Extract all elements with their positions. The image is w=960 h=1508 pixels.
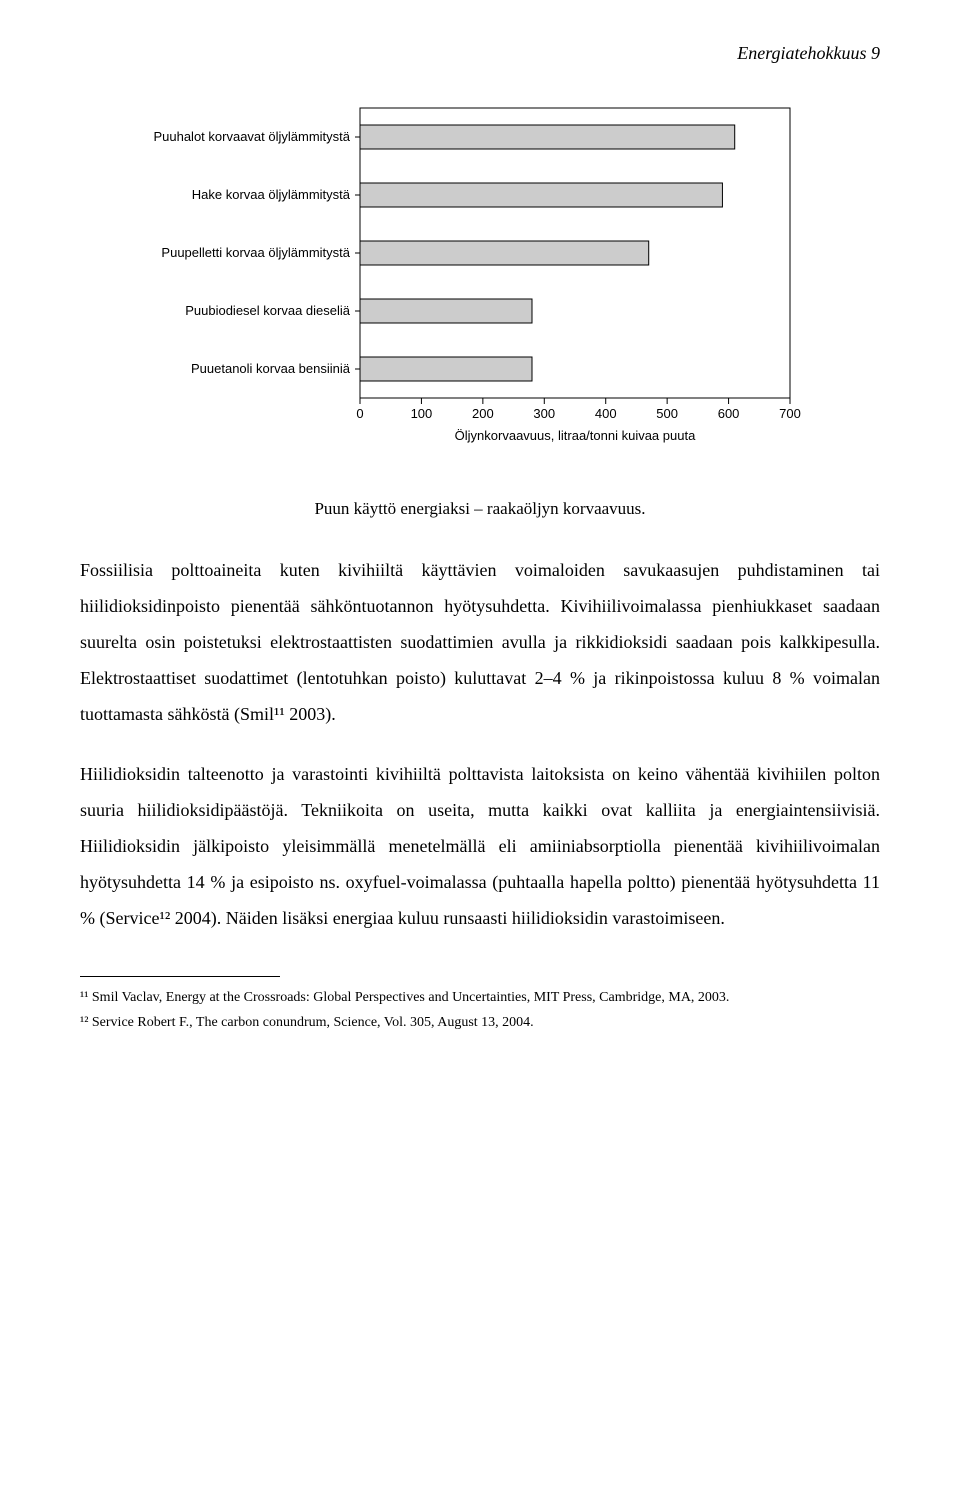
svg-text:Puuetanoli korvaa bensiiniä: Puuetanoli korvaa bensiiniä: [191, 361, 351, 376]
header-text: Energiatehokkuus 9: [737, 43, 880, 63]
footnote-11: ¹¹ Smil Vaclav, Energy at the Crossroads…: [80, 987, 880, 1008]
footnote-separator: [80, 976, 280, 977]
svg-text:0: 0: [356, 406, 363, 421]
svg-text:400: 400: [595, 406, 617, 421]
svg-text:Puupelletti korvaa öljylämmity: Puupelletti korvaa öljylämmitystä: [161, 245, 350, 260]
svg-text:Hake korvaa öljylämmitystä: Hake korvaa öljylämmitystä: [192, 187, 351, 202]
svg-text:500: 500: [656, 406, 678, 421]
svg-text:200: 200: [472, 406, 494, 421]
chart-caption: Puun käyttö energiaksi – raakaöljyn korv…: [80, 496, 880, 522]
svg-text:300: 300: [533, 406, 555, 421]
paragraph-1: Fossiilisia polttoaineita kuten kivihiil…: [80, 552, 880, 732]
chart-container: Puuhalot korvaavat öljylämmitystä Hake ko…: [80, 98, 880, 478]
page-header: Energiatehokkuus 9: [80, 40, 880, 68]
svg-text:Puuhalot korvaavat öljylämmity: Puuhalot korvaavat öljylämmitystä: [153, 129, 350, 144]
svg-text:600: 600: [718, 406, 740, 421]
svg-text:Puubiodiesel korvaa dieseliä: Puubiodiesel korvaa dieseliä: [185, 303, 351, 318]
svg-text:Öljynkorvaavuus, litraa/tonni: Öljynkorvaavuus, litraa/tonni kuivaa puu…: [455, 428, 696, 443]
svg-text:100: 100: [411, 406, 433, 421]
paragraph-2: Hiilidioksidin talteenotto ja varastoint…: [80, 756, 880, 936]
footnote-12: ¹² Service Robert F., The carbon conundr…: [80, 1012, 880, 1033]
svg-text:700: 700: [779, 406, 801, 421]
chart-svg: Puuhalot korvaavat öljylämmitystä Hake ko…: [110, 98, 850, 478]
